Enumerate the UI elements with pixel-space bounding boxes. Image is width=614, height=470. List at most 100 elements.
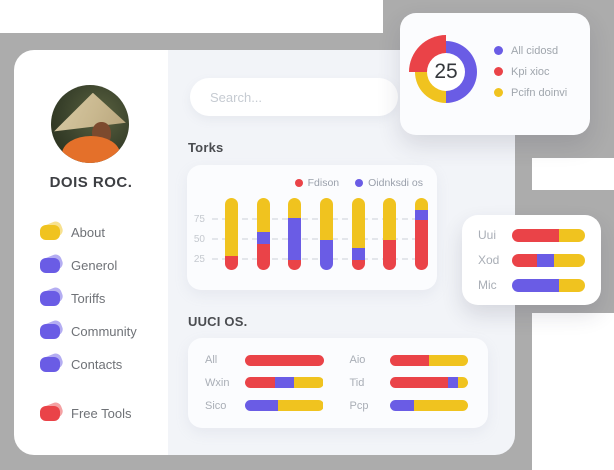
bar-segment-yellow <box>256 198 270 233</box>
sidebar-item-generol[interactable]: Generol <box>40 252 160 275</box>
torks-chart-legend: Fdison Oidnksdi os <box>294 177 423 189</box>
sidebar: DOIS ROC. About Generol Toriffs Communit… <box>14 50 168 455</box>
hbar-row-all: All <box>205 351 324 370</box>
hbar-row-uui: Uui <box>478 228 585 242</box>
bar-segment-yellow <box>553 253 585 267</box>
bar-segment-purple <box>351 247 365 260</box>
y-axis-tick-label: 25 <box>193 253 205 265</box>
hbar-row-label: Sico <box>205 399 227 412</box>
legend-dot-icon <box>494 46 503 55</box>
sidebar-item-label: Community <box>71 323 137 339</box>
uuci-bars-card: All Wxin Sico Aio Tid Pcp <box>188 338 488 428</box>
bar-segment-red <box>245 354 324 366</box>
bar-segment-purple <box>274 377 295 389</box>
search-input[interactable] <box>190 78 398 116</box>
hbar-row-xod: Xod <box>478 253 585 267</box>
sidebar-item-label: Free Tools <box>71 405 132 421</box>
stacked-bar <box>351 198 365 270</box>
bar-segment-purple <box>256 232 270 245</box>
bar-segment-red <box>512 253 537 267</box>
bar-segment-yellow <box>383 198 397 240</box>
y-axis-tick-label: 50 <box>193 233 205 245</box>
donut-legend: All cidosd Kpi xioc Pcifn doinvi <box>494 45 567 99</box>
stacked-bar <box>414 198 428 270</box>
torks-section-title: Torks <box>188 140 224 155</box>
sidebar-item-label: Contacts <box>71 356 123 372</box>
torks-chart-plot: 25 50 75 <box>194 198 428 270</box>
bar-segment-yellow <box>288 198 302 219</box>
bar-segment-red <box>512 228 560 242</box>
avatar <box>51 85 129 163</box>
free-tools-blob-icon <box>40 400 65 422</box>
hbar-row-tid: Tid <box>350 374 469 393</box>
sidebar-item-community[interactable]: Community <box>40 318 160 341</box>
bar-segment-yellow <box>414 198 428 211</box>
bar-segment-red <box>414 219 428 270</box>
mini-bars-card: Uui Xod Mic <box>462 215 601 305</box>
y-axis-tick-label: 75 <box>193 213 205 225</box>
stacked-hbar <box>245 400 324 412</box>
chart-legend-entry: Fdison <box>294 177 339 189</box>
bar-segment-red <box>256 244 270 270</box>
bar-segment-yellow <box>428 354 468 366</box>
torks-chart-card: Fdison Oidnksdi os 25 50 75 <box>187 165 437 290</box>
sidebar-item-free-tools[interactable]: Free Tools <box>40 400 160 423</box>
stacked-bar <box>225 198 238 270</box>
bar-segment-red <box>389 377 448 389</box>
hbar-row-label: Aio <box>349 354 366 367</box>
legend-dot-icon <box>494 88 503 97</box>
hbar-row-label: All <box>205 354 218 367</box>
bar-segment-purple <box>389 400 414 412</box>
bar-segment-red <box>389 354 429 366</box>
bar-segment-purple <box>536 253 554 267</box>
hbar-row-label: Mic <box>478 278 497 292</box>
bar-segment-purple <box>512 278 560 292</box>
bar-segment-purple <box>288 218 302 260</box>
stacked-hbar <box>389 377 469 389</box>
sidebar-item-contacts[interactable]: Contacts <box>40 351 160 374</box>
hbar-row-wxin: Wxin <box>205 374 324 393</box>
donut-center-value: 25 <box>427 53 465 91</box>
hbar-row-label: Xod <box>478 253 500 267</box>
bar-segment-red <box>245 377 275 389</box>
donut-chart-card: 25 All cidosd Kpi xioc Pcifn doinvi <box>400 13 590 135</box>
hbar-row-sico: Sico <box>205 396 324 415</box>
sidebar-item-about[interactable]: About <box>40 219 160 242</box>
bar-segment-yellow <box>294 377 324 389</box>
stacked-bar <box>383 198 397 270</box>
bar-segment-yellow <box>559 278 585 292</box>
bar-segment-yellow <box>559 228 585 242</box>
hbar-row-label: Pcp <box>349 399 369 412</box>
generol-blob-icon <box>40 252 65 274</box>
bar-segment-yellow <box>225 198 238 256</box>
bar-segment-purple <box>414 210 428 220</box>
bar-segment-red <box>351 259 365 270</box>
hbar-row-pcp: Pcp <box>350 396 469 415</box>
profile-name: DOIS ROC. <box>49 174 133 191</box>
bar-segment-yellow <box>413 400 468 412</box>
sidebar-item-label: Toriffs <box>71 290 106 306</box>
uuci-section-title: UUCI OS. <box>188 314 248 329</box>
legend-dot-icon <box>355 179 364 187</box>
shirt-shape <box>61 136 120 163</box>
stacked-bar <box>288 198 302 270</box>
about-blob-icon <box>40 219 65 241</box>
legend-dot-icon <box>494 67 503 76</box>
stacked-bar <box>319 198 333 270</box>
stacked-hbar <box>389 400 469 412</box>
chart-legend-entry: Oidnksdi os <box>355 177 423 189</box>
hbar-row-label: Wxin <box>205 376 230 389</box>
stacked-hbar <box>512 253 585 267</box>
sidebar-menu: About Generol Toriffs Community Contacts… <box>40 219 160 436</box>
community-blob-icon <box>40 318 65 340</box>
sidebar-item-label: About <box>71 224 105 240</box>
sidebar-item-toriffs[interactable]: Toriffs <box>40 285 160 308</box>
bar-segment-purple <box>245 400 278 412</box>
stacked-hbar <box>389 354 468 366</box>
bar-segment-red <box>383 239 397 270</box>
toriffs-blob-icon <box>40 285 65 307</box>
hbar-row-aio: Aio <box>349 351 468 370</box>
hbar-row-label: Tid <box>349 376 365 389</box>
bar-segment-purple <box>447 377 458 389</box>
bar-segment-red <box>288 259 302 270</box>
